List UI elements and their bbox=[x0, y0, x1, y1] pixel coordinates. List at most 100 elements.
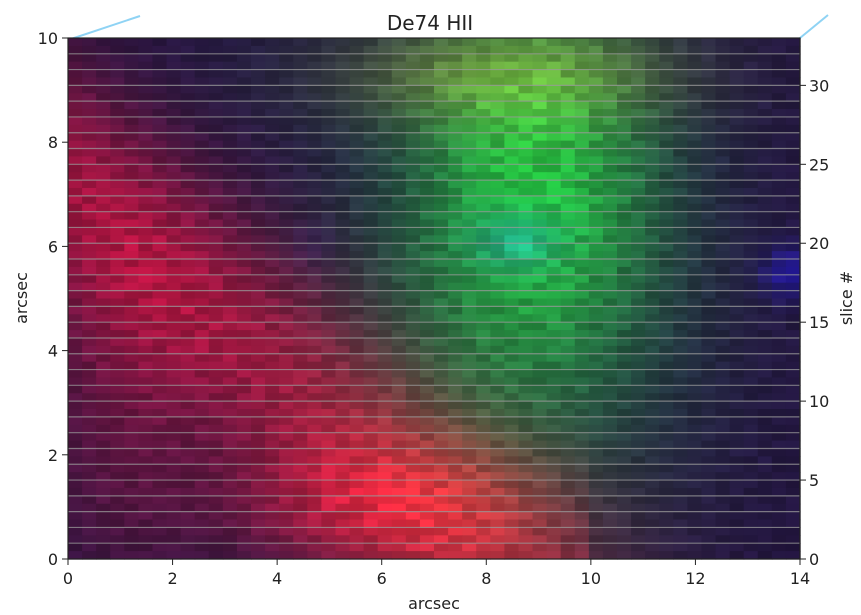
heatmap-cell bbox=[518, 187, 534, 197]
heatmap-cell bbox=[377, 393, 393, 402]
heatmap-cell bbox=[490, 480, 505, 489]
heatmap-cell bbox=[110, 543, 125, 552]
heatmap-cell bbox=[293, 314, 308, 323]
heatmap-cell bbox=[307, 480, 322, 489]
heatmap-cell bbox=[321, 448, 337, 457]
heatmap-cell bbox=[490, 211, 505, 221]
heatmap-cell bbox=[631, 472, 646, 481]
heatmap-cell bbox=[729, 361, 745, 371]
heatmap-cell bbox=[166, 164, 182, 173]
heatmap-cell bbox=[307, 353, 322, 363]
heatmap-cell bbox=[659, 203, 674, 213]
heatmap-cell bbox=[335, 337, 351, 347]
heatmap-cell bbox=[265, 45, 280, 55]
heatmap-cell bbox=[82, 235, 97, 244]
heatmap-cell bbox=[152, 306, 168, 315]
heatmap-cell bbox=[335, 38, 351, 47]
heatmap-cell bbox=[560, 187, 576, 197]
heatmap-cell bbox=[419, 432, 435, 442]
heatmap-cell bbox=[673, 353, 688, 363]
heatmap-cell bbox=[490, 93, 505, 102]
heatmap-cell bbox=[701, 148, 717, 158]
heatmap-cell bbox=[96, 148, 111, 158]
heatmap-cell bbox=[335, 464, 351, 473]
heatmap-cell bbox=[434, 251, 449, 260]
heatmap-cell bbox=[180, 385, 196, 394]
heatmap-cell bbox=[68, 132, 83, 142]
heatmap-cell bbox=[729, 180, 745, 189]
heatmap-cell bbox=[124, 345, 139, 355]
heatmap-cell bbox=[588, 259, 604, 268]
heatmap-cell bbox=[307, 330, 322, 339]
heatmap-cell bbox=[687, 148, 703, 158]
heatmap-cell bbox=[462, 345, 477, 355]
heatmap-cell bbox=[574, 219, 590, 229]
heatmap-cell bbox=[546, 369, 562, 379]
heatmap-cell bbox=[490, 243, 505, 252]
heatmap-cell bbox=[194, 61, 210, 71]
heatmap-cell bbox=[419, 93, 435, 102]
heatmap-cell bbox=[293, 148, 308, 158]
heatmap-cell bbox=[152, 77, 168, 86]
heatmap-cell bbox=[180, 274, 196, 284]
heatmap-cell bbox=[490, 132, 505, 142]
heatmap-cell bbox=[518, 385, 534, 394]
heatmap-cell bbox=[222, 61, 238, 71]
heatmap-cell bbox=[560, 148, 576, 158]
heatmap-cell bbox=[391, 377, 407, 386]
heatmap-cell bbox=[617, 132, 632, 142]
heatmap-cell bbox=[743, 243, 759, 252]
heatmap-cell bbox=[236, 337, 252, 347]
heatmap-cell bbox=[659, 172, 674, 181]
heatmap-cell bbox=[138, 337, 154, 347]
heatmap-cell bbox=[518, 38, 534, 47]
heatmap-cell bbox=[96, 93, 111, 102]
heatmap-cell bbox=[448, 401, 463, 410]
heatmap-cell bbox=[279, 85, 294, 94]
heatmap-cell bbox=[701, 369, 717, 379]
heatmap-cell bbox=[208, 503, 224, 513]
heatmap-cell bbox=[279, 156, 294, 165]
heatmap-cell bbox=[265, 551, 280, 560]
heatmap-cell bbox=[729, 464, 745, 473]
heatmap-cell bbox=[138, 464, 154, 473]
heatmap-cell bbox=[785, 187, 801, 197]
y-tick-label: 8 bbox=[48, 133, 58, 152]
heatmap-cell bbox=[279, 172, 294, 181]
heatmap-cell bbox=[419, 109, 435, 118]
heatmap-cell bbox=[335, 369, 351, 379]
heatmap-cell bbox=[82, 440, 97, 450]
heatmap-cell bbox=[434, 219, 449, 229]
heatmap-cell bbox=[110, 535, 125, 544]
heatmap-cell bbox=[602, 101, 618, 110]
heatmap-cell bbox=[307, 124, 322, 134]
heatmap-cell bbox=[560, 45, 576, 55]
heatmap-cell bbox=[419, 69, 435, 79]
heatmap-cell bbox=[166, 511, 182, 521]
heatmap-cell bbox=[405, 361, 421, 371]
heatmap-cell bbox=[785, 124, 801, 134]
heatmap-cell bbox=[236, 464, 252, 473]
heatmap-cell bbox=[251, 464, 266, 473]
heatmap-cell bbox=[110, 116, 125, 126]
heatmap-cell bbox=[588, 393, 604, 402]
heatmap-cell bbox=[293, 274, 308, 284]
heatmap-cell bbox=[588, 448, 604, 457]
heatmap-cell bbox=[236, 511, 252, 521]
heatmap-cell bbox=[771, 385, 787, 394]
heatmap-cell bbox=[462, 251, 477, 260]
heatmap-cell bbox=[490, 432, 505, 442]
heatmap-cell bbox=[617, 487, 632, 497]
heatmap-cell bbox=[251, 53, 266, 63]
heatmap-cell bbox=[265, 203, 280, 213]
heatmap-cell bbox=[448, 424, 463, 434]
heatmap-cell bbox=[419, 61, 435, 71]
heatmap-cell bbox=[349, 274, 365, 284]
heatmap-cell bbox=[363, 172, 379, 181]
heatmap-cell bbox=[771, 109, 787, 118]
heatmap-cell bbox=[138, 322, 154, 331]
heatmap-cell bbox=[476, 369, 491, 379]
heatmap-cell bbox=[771, 164, 787, 173]
y2-axis-label: slice # bbox=[837, 271, 856, 325]
heatmap-cell bbox=[321, 464, 337, 473]
